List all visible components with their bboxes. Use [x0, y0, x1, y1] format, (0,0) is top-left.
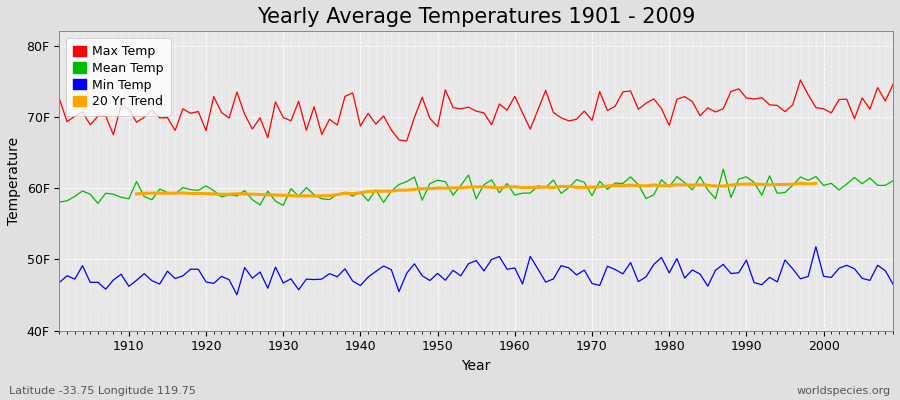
20 Yr Trend [401, 188, 412, 192]
Text: worldspecies.org: worldspecies.org [796, 386, 891, 396]
Y-axis label: Temperature: Temperature [7, 137, 21, 225]
20 Yr Trend [795, 181, 806, 186]
Min Temp [293, 287, 304, 292]
Mean Temp [54, 200, 65, 204]
Max Temp [285, 118, 296, 123]
Min Temp [54, 280, 65, 285]
20 Yr Trend [270, 192, 281, 197]
Mean Temp [518, 191, 528, 196]
Mean Temp [887, 178, 898, 183]
Max Temp [795, 78, 806, 82]
Line: 20 Yr Trend: 20 Yr Trend [137, 183, 816, 196]
20 Yr Trend [201, 191, 212, 196]
20 Yr Trend [811, 181, 822, 186]
Min Temp [231, 292, 242, 297]
Mean Temp [610, 181, 621, 186]
Max Temp [887, 82, 898, 87]
Legend: Max Temp, Mean Temp, Min Temp, 20 Yr Trend: Max Temp, Mean Temp, Min Temp, 20 Yr Tre… [66, 38, 171, 116]
20 Yr Trend [309, 194, 320, 198]
Max Temp [518, 110, 528, 115]
Min Temp [887, 282, 898, 287]
20 Yr Trend [486, 185, 497, 190]
Line: Mean Temp: Mean Temp [59, 169, 893, 205]
Line: Max Temp: Max Temp [59, 80, 893, 141]
Mean Temp [509, 193, 520, 198]
Min Temp [339, 266, 350, 271]
20 Yr Trend [216, 192, 227, 197]
Mean Temp [116, 195, 127, 200]
Min Temp [509, 266, 520, 270]
Max Temp [610, 104, 621, 108]
Min Temp [610, 267, 621, 272]
Min Temp [518, 282, 528, 286]
Min Temp [811, 244, 822, 249]
X-axis label: Year: Year [462, 359, 490, 373]
20 Yr Trend [131, 192, 142, 196]
Max Temp [54, 96, 65, 101]
Line: Min Temp: Min Temp [59, 247, 893, 295]
Mean Temp [293, 194, 304, 199]
Max Temp [332, 122, 343, 127]
Title: Yearly Average Temperatures 1901 - 2009: Yearly Average Temperatures 1901 - 2009 [257, 7, 696, 27]
Text: Latitude -33.75 Longitude 119.75: Latitude -33.75 Longitude 119.75 [9, 386, 196, 396]
20 Yr Trend [741, 182, 751, 186]
Mean Temp [278, 203, 289, 208]
Mean Temp [339, 190, 350, 195]
Min Temp [116, 272, 127, 277]
Max Temp [401, 138, 412, 143]
Mean Temp [718, 167, 729, 172]
Max Temp [116, 102, 127, 107]
Max Temp [509, 94, 520, 99]
